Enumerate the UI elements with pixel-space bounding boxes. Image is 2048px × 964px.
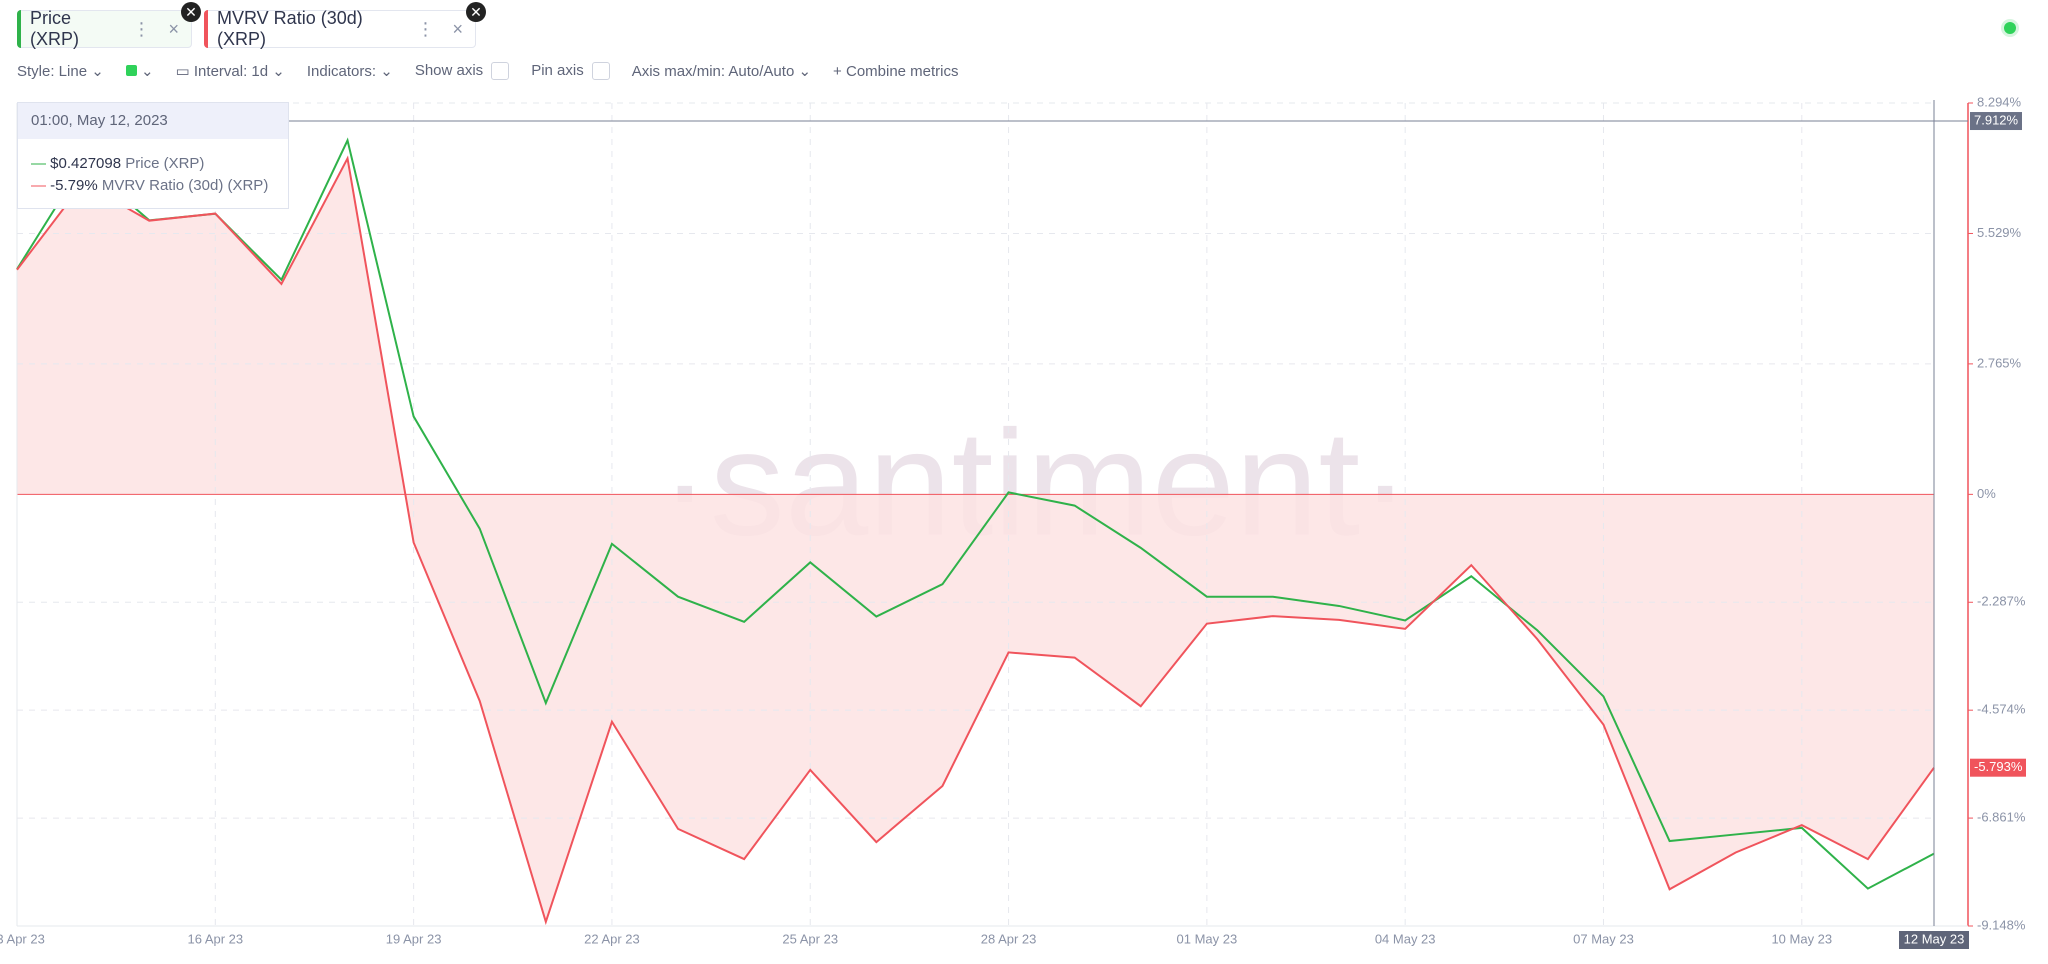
y2-tick-label: 5.529% — [1977, 225, 2022, 240]
status-dot — [2004, 22, 2016, 34]
x-tick-label: 25 Apr 23 — [782, 931, 838, 946]
x-tick-label: 12 May 23 — [1904, 931, 1965, 946]
tooltip-rows: — $0.427098 Price (XRP) — -5.79% MVRV Ra… — [18, 139, 288, 197]
x-tick-label: 10 May 23 — [1771, 931, 1832, 946]
area-fill — [17, 158, 1934, 922]
value-badge — [1970, 758, 2026, 777]
series-line — [16, 155, 1935, 926]
y2-tick-label: -2.287% — [1977, 594, 2026, 609]
color-select[interactable]: ⌄ — [125, 62, 154, 80]
x-tick-label: 16 Apr 23 — [187, 931, 243, 946]
remove-metric[interactable]: ✕ — [181, 2, 201, 22]
tab-close[interactable]: × — [168, 18, 179, 39]
checkbox[interactable] — [491, 62, 510, 81]
indicators-select[interactable]: Indicators: ⌄ — [306, 63, 393, 81]
y2-tick-label: 0% — [1977, 486, 1996, 501]
x-label-badge — [1899, 931, 1969, 949]
tooltip-value: $0.427098 — [50, 155, 122, 172]
y2-tick-label: -6.861% — [1977, 810, 2026, 825]
y2-tick-label: 8.294% — [1977, 94, 2022, 109]
y2-tick-label: -4.574% — [1977, 702, 2026, 717]
remove-metric[interactable]: ✕ — [466, 2, 486, 22]
tooltip-title: 01:00, May 12, 2023 — [18, 103, 288, 139]
combine-label: Combine metrics — [845, 62, 959, 80]
toolbar: Style: Line ⌄ ⌄ ▭ Interval: 1d ⌄ Indicat… — [17, 62, 959, 81]
crosshair-badge — [1970, 112, 2022, 131]
tab-menu[interactable]: ⋮ — [132, 18, 151, 39]
x-tick-label: 01 May 23 — [1177, 931, 1238, 946]
tab-color — [204, 10, 208, 48]
tooltip: 01:00, May 12, 2023 — $0.427098 Price (X… — [17, 102, 289, 209]
style-label: Style: Line — [17, 63, 88, 81]
value-label: -5.793% — [1974, 759, 2023, 774]
color-swatch — [125, 65, 137, 77]
pin-axis[interactable]: Pin axis — [531, 62, 610, 81]
tab-label: Price (XRP) — [30, 8, 79, 49]
tab-label: MVRV Ratio (30d) (XRP) — [217, 8, 363, 49]
y2-tick-label: 2.765% — [1977, 355, 2022, 370]
style-select[interactable]: Style: Line ⌄ — [17, 63, 104, 81]
axis-range-label: Axis max/min: Auto/Auto — [631, 63, 795, 81]
tooltip-row: — -5.79% MVRV Ratio (30d) (XRP) — [31, 177, 269, 194]
metric-tab[interactable]: Price (XRP) ⋮ × — [17, 8, 192, 49]
metric-tab[interactable]: MVRV Ratio (30d) (XRP) ⋮ × — [204, 8, 476, 49]
y2-tick-label: -9.148% — [1977, 917, 2026, 932]
x-tick-label: 13 Apr 23 — [0, 931, 45, 946]
x-tick-label: 28 Apr 23 — [981, 931, 1037, 946]
axis-range-select[interactable]: Axis max/min: Auto/Auto ⌄ — [631, 63, 812, 81]
tab-menu[interactable]: ⋮ — [416, 18, 435, 39]
interval-select[interactable]: ▭ Interval: 1d ⌄ — [175, 63, 285, 81]
x-tick-label: 04 May 23 — [1375, 931, 1436, 946]
crosshair-label: 7.912% — [1974, 112, 2019, 127]
x-tick-label: 07 May 23 — [1573, 931, 1634, 946]
tab-color — [17, 10, 21, 48]
series-line — [16, 137, 1935, 890]
pin-axis-label: Pin axis — [531, 62, 584, 79]
tooltip-name: Price (XRP) — [125, 155, 205, 172]
tooltip-name: MVRV Ratio (30d) (XRP) — [101, 177, 269, 194]
x-tick-label: 19 Apr 23 — [386, 931, 442, 946]
interval-label: Interval: 1d — [193, 63, 269, 81]
show-axis[interactable]: Show axis — [414, 62, 510, 81]
show-axis-label: Show axis — [414, 62, 484, 79]
combine-metrics[interactable]: + Combine metrics — [833, 62, 959, 80]
indicators-label: Indicators: — [306, 63, 377, 81]
tooltip-value: -5.79% — [50, 177, 98, 194]
tooltip-row: — $0.427098 Price (XRP) — [31, 155, 205, 172]
x-tick-label: 22 Apr 23 — [584, 931, 640, 946]
checkbox[interactable] — [591, 62, 610, 81]
tab-close[interactable]: × — [452, 18, 463, 39]
